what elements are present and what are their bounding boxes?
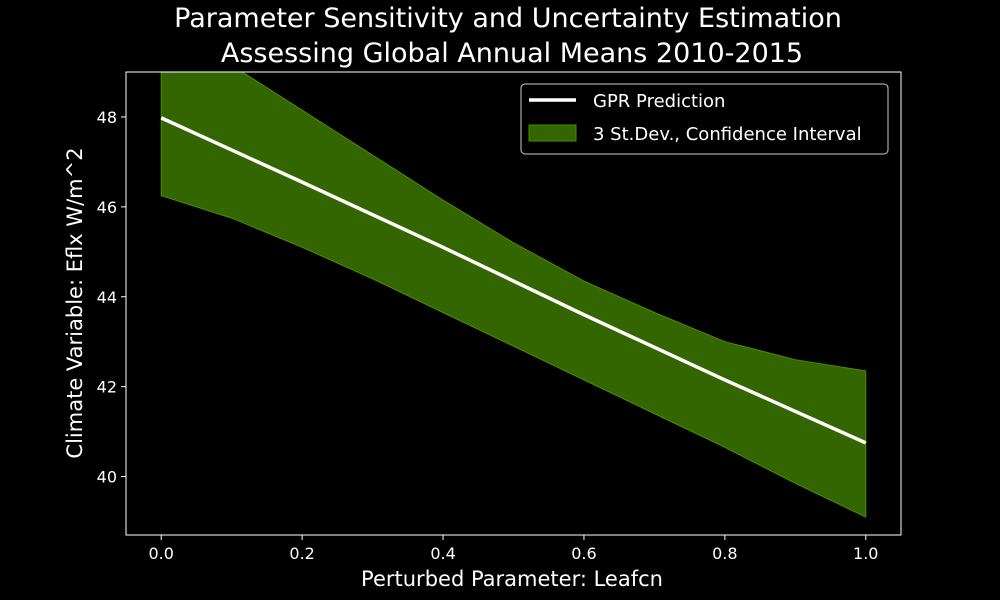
plot-frame: [125, 71, 902, 536]
legend-box: [520, 83, 889, 155]
x-tick-label: 0.8: [712, 544, 737, 563]
legend-swatch-band: [528, 124, 577, 142]
x-tick-label: 0.0: [149, 544, 174, 563]
plot-area: [160, 72, 867, 518]
prediction-line: [160, 116, 867, 445]
x-axis: 0.0 0.2 0.4 0.6 0.8 1.0: [149, 535, 878, 563]
x-tick-label: 0.4: [430, 544, 455, 563]
legend-label-interval: 3 St.Dev., Confidence Interval: [593, 124, 862, 145]
y-tick-label: 44: [97, 288, 117, 307]
confidence-band: [160, 72, 867, 518]
y-tick-label: 40: [97, 468, 117, 487]
x-axis-label: Perturbed Parameter: Leafcn: [361, 567, 663, 591]
y-tick-label: 48: [97, 108, 117, 127]
y-axis-label: Climate Variable: Eflx W/m^2: [63, 147, 87, 458]
legend-label-prediction: GPR Prediction: [593, 91, 725, 112]
y-tick-label: 42: [97, 378, 117, 397]
x-tick-label: 0.6: [571, 544, 596, 563]
chart-title-line1: Parameter Sensitivity and Uncertainty Es…: [174, 3, 842, 34]
legend: GPR Prediction 3 St.Dev., Confidence Int…: [520, 83, 889, 155]
x-tick-label: 1.0: [853, 544, 878, 563]
y-tick-label: 46: [97, 198, 117, 217]
chart-title-line2: Assessing Global Annual Means 2010-2015: [221, 38, 803, 69]
x-tick-label: 0.2: [289, 544, 314, 563]
y-axis: 40 42 44 46 48: [97, 108, 126, 487]
